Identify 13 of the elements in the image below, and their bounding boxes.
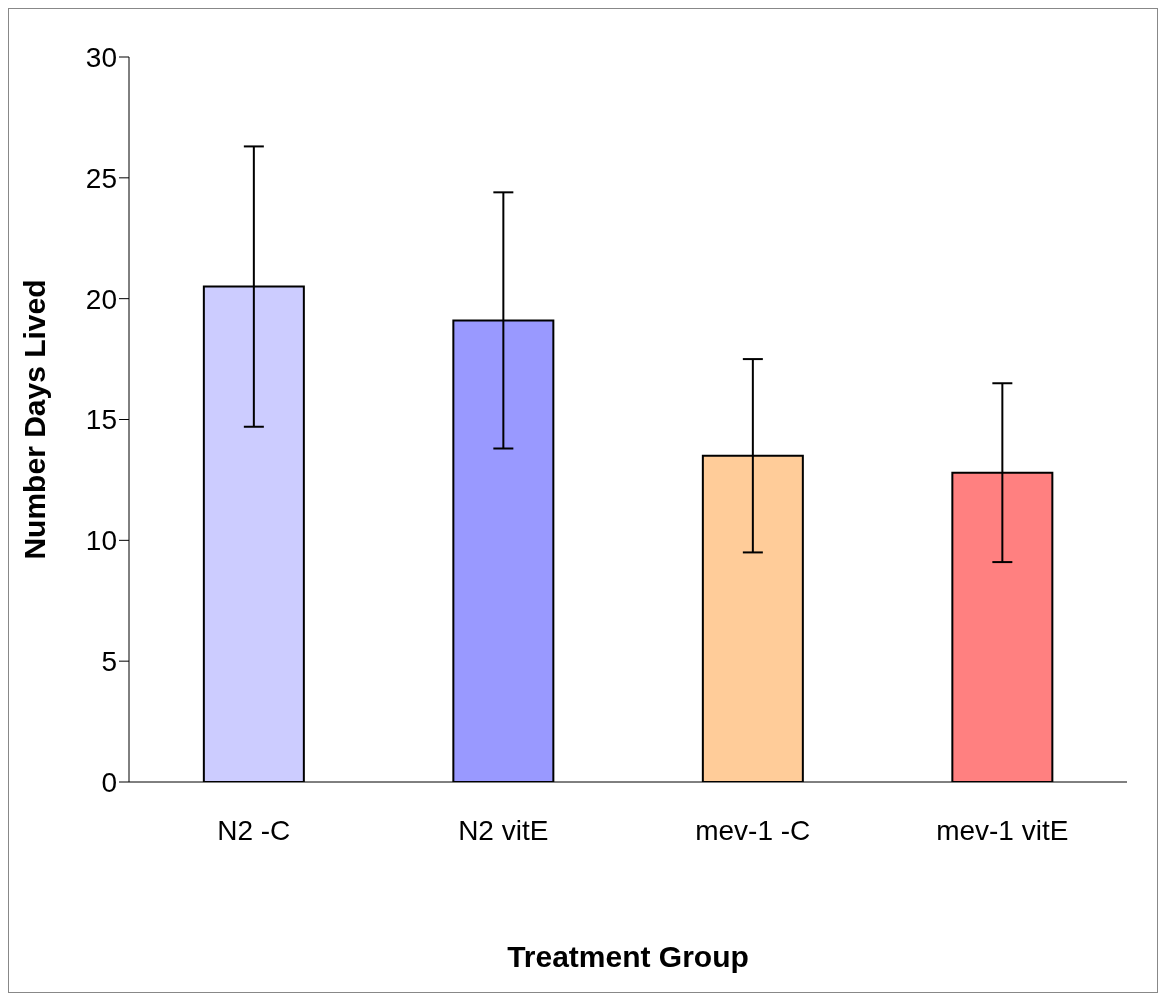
- y-tick-label: 20: [85, 283, 117, 315]
- y-tick-label: 30: [85, 41, 117, 73]
- y-tick-label: 5: [101, 646, 117, 678]
- y-tick-label: 0: [101, 766, 117, 798]
- x-tick-label: N2 vitE: [458, 814, 549, 846]
- y-tick-label: 25: [85, 162, 117, 194]
- y-axis-title: Number Days Lived: [17, 279, 51, 560]
- y-tick-label: 10: [85, 525, 117, 557]
- x-tick-label: mev-1 vitE: [936, 814, 1069, 846]
- x-axis-title: Treatment Group: [507, 940, 749, 973]
- x-tick-label: N2 -C: [217, 814, 291, 846]
- y-tick-label: 15: [85, 404, 117, 436]
- x-tick-label: mev-1 -C: [695, 814, 811, 846]
